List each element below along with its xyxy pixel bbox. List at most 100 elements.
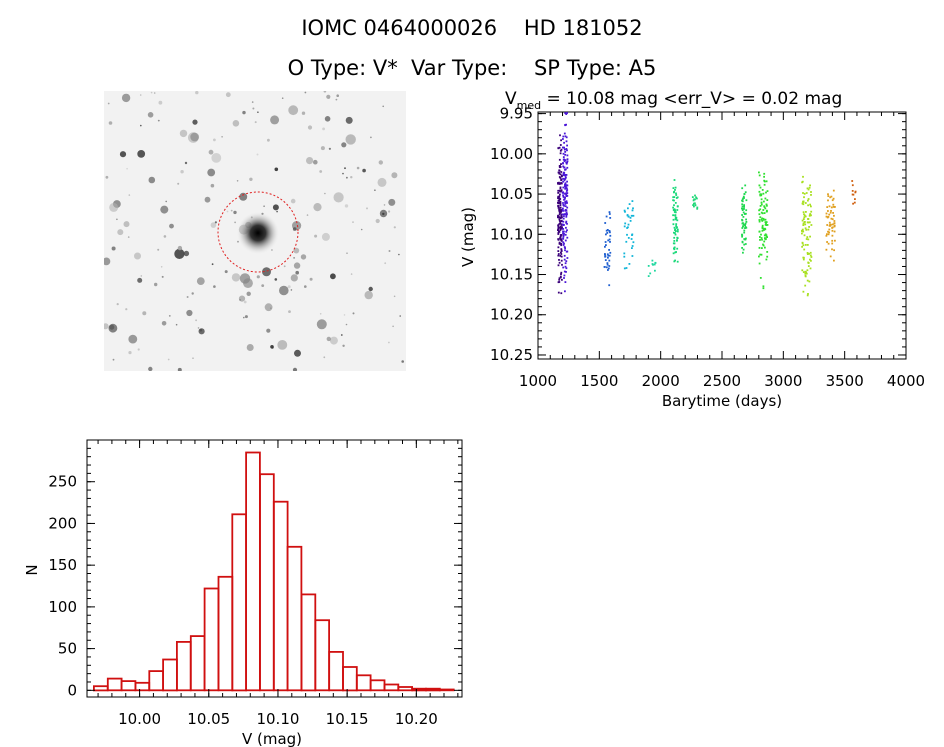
histogram-bar: [286, 545, 303, 692]
light-curve-point: [810, 191, 812, 193]
light-curve-point: [557, 226, 560, 229]
light-curve-point: [827, 242, 830, 245]
light-curve-point: [566, 187, 568, 190]
light-curve-point: [632, 207, 634, 210]
light-curve-point: [604, 259, 607, 261]
background-star: [147, 112, 154, 118]
light-curve-point: [802, 244, 805, 247]
light-curve-point: [741, 235, 743, 238]
light-curve-point: [562, 210, 564, 212]
background-star: [163, 235, 167, 238]
light-curve-point: [608, 284, 611, 287]
light-curve-point: [557, 204, 560, 207]
light-curve-point: [565, 162, 568, 165]
light-curve-point: [557, 238, 560, 240]
light-curve-point: [565, 221, 567, 224]
background-star: [239, 192, 248, 201]
light-curve-point: [760, 203, 763, 206]
light-curve-point: [558, 176, 561, 178]
light-curve-point: [759, 277, 762, 279]
light-curve-point: [806, 269, 809, 272]
light-curve-point: [559, 212, 561, 215]
light-curve-point: [560, 211, 562, 213]
light-curve-point: [765, 221, 768, 223]
light-curve-point: [565, 195, 568, 197]
light-curve-point: [558, 261, 561, 264]
light-curve-point: [745, 209, 748, 212]
light-curve-point: [830, 206, 833, 209]
background-star: [221, 136, 223, 138]
light-curve-point: [560, 148, 563, 151]
light-curve-point: [565, 212, 568, 215]
background-star: [233, 210, 237, 215]
background-star: [148, 176, 156, 184]
light-curve-point: [742, 211, 745, 214]
light-curve-point: [560, 139, 562, 142]
histogram-bar: [438, 688, 455, 692]
light-curve-point: [673, 226, 676, 229]
histogram-xtick-label: 10.10: [256, 710, 299, 728]
background-star: [160, 266, 163, 268]
background-star: [165, 200, 167, 203]
light-curve-point: [607, 256, 609, 259]
background-star: [304, 285, 307, 288]
light-curve-ytick-label: 10.20: [490, 306, 533, 324]
histogram-ytick-label: 50: [58, 640, 77, 658]
light-curve-point: [564, 281, 567, 283]
background-star: [232, 120, 240, 127]
background-star: [199, 328, 203, 332]
histogram-bar: [328, 651, 344, 692]
background-star: [293, 262, 301, 269]
background-star: [326, 336, 331, 342]
light-curve-point: [826, 206, 829, 208]
light-curve-point: [745, 226, 748, 229]
background-star: [362, 168, 366, 173]
light-curve-point: [563, 198, 566, 201]
light-curve-point: [563, 160, 566, 163]
light-curve-point: [674, 232, 676, 234]
background-star: [116, 303, 119, 306]
light-curve-point: [565, 161, 568, 164]
background-star: [320, 146, 325, 151]
histogram-xtick-label: 10.00: [118, 710, 161, 728]
background-star: [270, 345, 274, 349]
background-star: [267, 138, 270, 142]
light-curve-point: [675, 230, 677, 232]
histogram-bar: [425, 687, 441, 692]
background-star: [304, 91, 307, 94]
light-curve-point: [564, 175, 567, 177]
background-star: [175, 323, 178, 326]
light-curve-point: [758, 255, 760, 258]
background-star: [294, 349, 301, 357]
light-curve-point: [743, 231, 746, 234]
light-curve-point: [805, 228, 808, 231]
background-star: [168, 315, 171, 317]
light-curve-point: [760, 237, 763, 239]
background-star: [293, 257, 295, 259]
histogram-frame: [86, 439, 463, 698]
light-curve-point: [558, 146, 561, 149]
light-curve-point: [761, 220, 764, 222]
background-star: [328, 147, 331, 150]
light-curve-point: [765, 258, 768, 261]
light-curve-point: [629, 216, 632, 219]
light-curve-ytick-label: 10.10: [490, 225, 533, 243]
background-star: [344, 167, 346, 170]
background-star: [264, 303, 273, 312]
light-curve-point: [802, 224, 805, 226]
histogram-bar: [231, 513, 248, 692]
light-curve-point: [559, 217, 562, 219]
background-star: [123, 221, 130, 228]
light-curve-point: [624, 210, 626, 213]
light-curve-point: [631, 209, 634, 212]
light-curve-point: [628, 203, 631, 205]
light-curve-point: [608, 230, 611, 233]
background-star: [335, 98, 338, 101]
light-curve-point: [761, 189, 764, 191]
background-star: [314, 234, 318, 238]
light-curve-point: [564, 192, 566, 195]
light-curve-point: [803, 221, 806, 224]
light-curve-point: [760, 198, 763, 201]
light-curve-point: [803, 192, 806, 195]
light-curve-point: [832, 223, 834, 226]
